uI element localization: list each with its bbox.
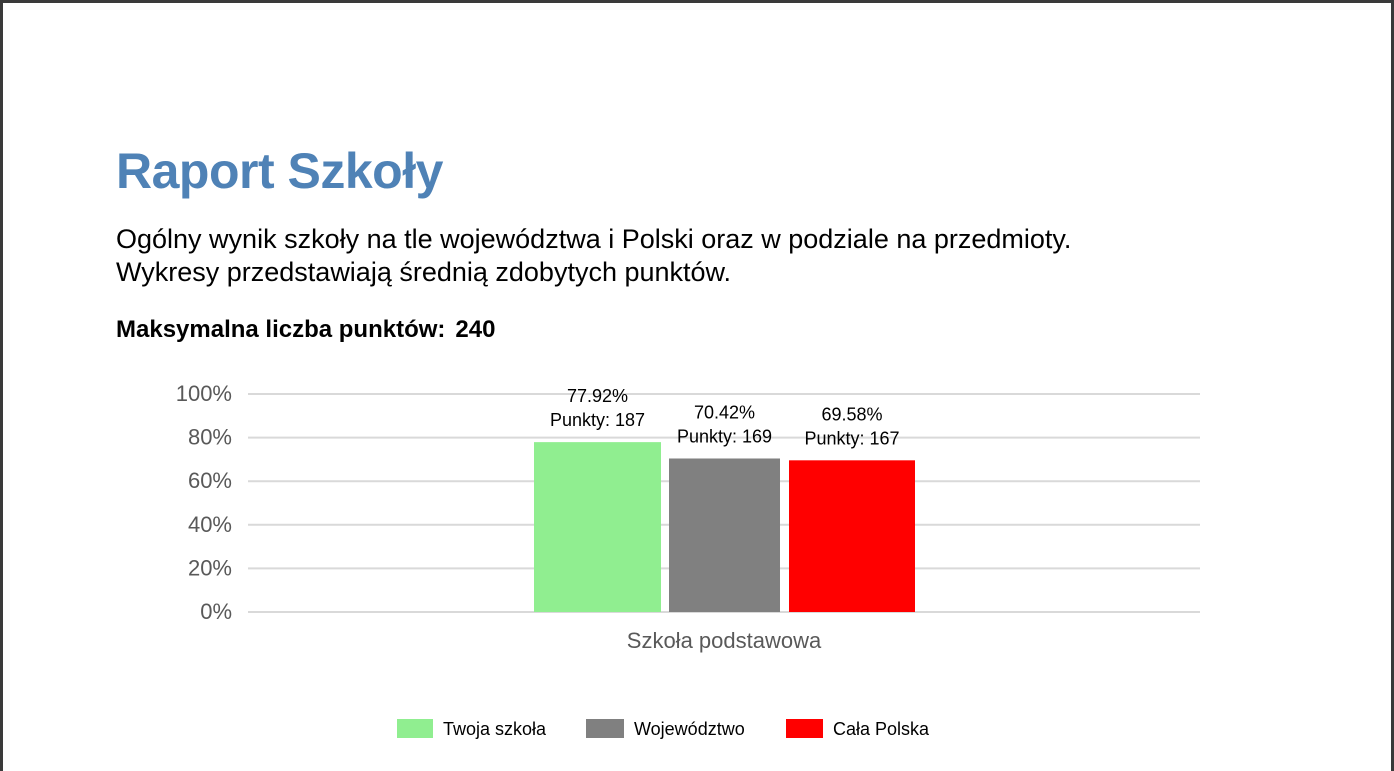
x-category-label: Szkoła podstawowa — [627, 628, 822, 653]
y-tick-label: 0% — [200, 599, 232, 624]
y-tick-label: 100% — [176, 381, 232, 406]
data-label-points: Punkty: 187 — [550, 410, 645, 430]
y-tick-label: 20% — [188, 555, 232, 580]
legend-swatch — [397, 719, 433, 738]
y-tick-label: 60% — [188, 468, 232, 493]
legend-swatch — [586, 719, 624, 738]
data-label-percent: 77.92% — [567, 386, 628, 406]
data-label-points: Punkty: 167 — [804, 428, 899, 448]
y-tick-label: 80% — [188, 425, 232, 450]
max-points: Maksymalna liczba punktów: 240 — [116, 315, 495, 345]
data-label-percent: 70.42% — [694, 402, 755, 422]
legend-label: Województwo — [634, 719, 745, 739]
legend-swatch — [786, 719, 823, 738]
intro-line-2: Wykresy przedstawiają średnią zdobytych … — [116, 257, 732, 287]
data-label-percent: 69.58% — [821, 404, 882, 424]
bar — [789, 460, 915, 612]
bar — [534, 442, 661, 612]
legend-label: Cała Polska — [833, 719, 930, 739]
max-points-value: 240 — [455, 316, 496, 343]
intro-text: Ogólny wynik szkoły na tle województwa i… — [116, 223, 1071, 289]
data-label-points: Punkty: 169 — [677, 426, 772, 446]
max-points-label: Maksymalna liczba punktów: — [116, 316, 446, 343]
page-title: Raport Szkoły — [116, 143, 443, 199]
y-tick-label: 40% — [188, 512, 232, 537]
bar — [669, 458, 780, 612]
legend-label: Twoja szkoła — [443, 719, 547, 739]
intro-line-1: Ogólny wynik szkoły na tle województwa i… — [116, 224, 1072, 254]
